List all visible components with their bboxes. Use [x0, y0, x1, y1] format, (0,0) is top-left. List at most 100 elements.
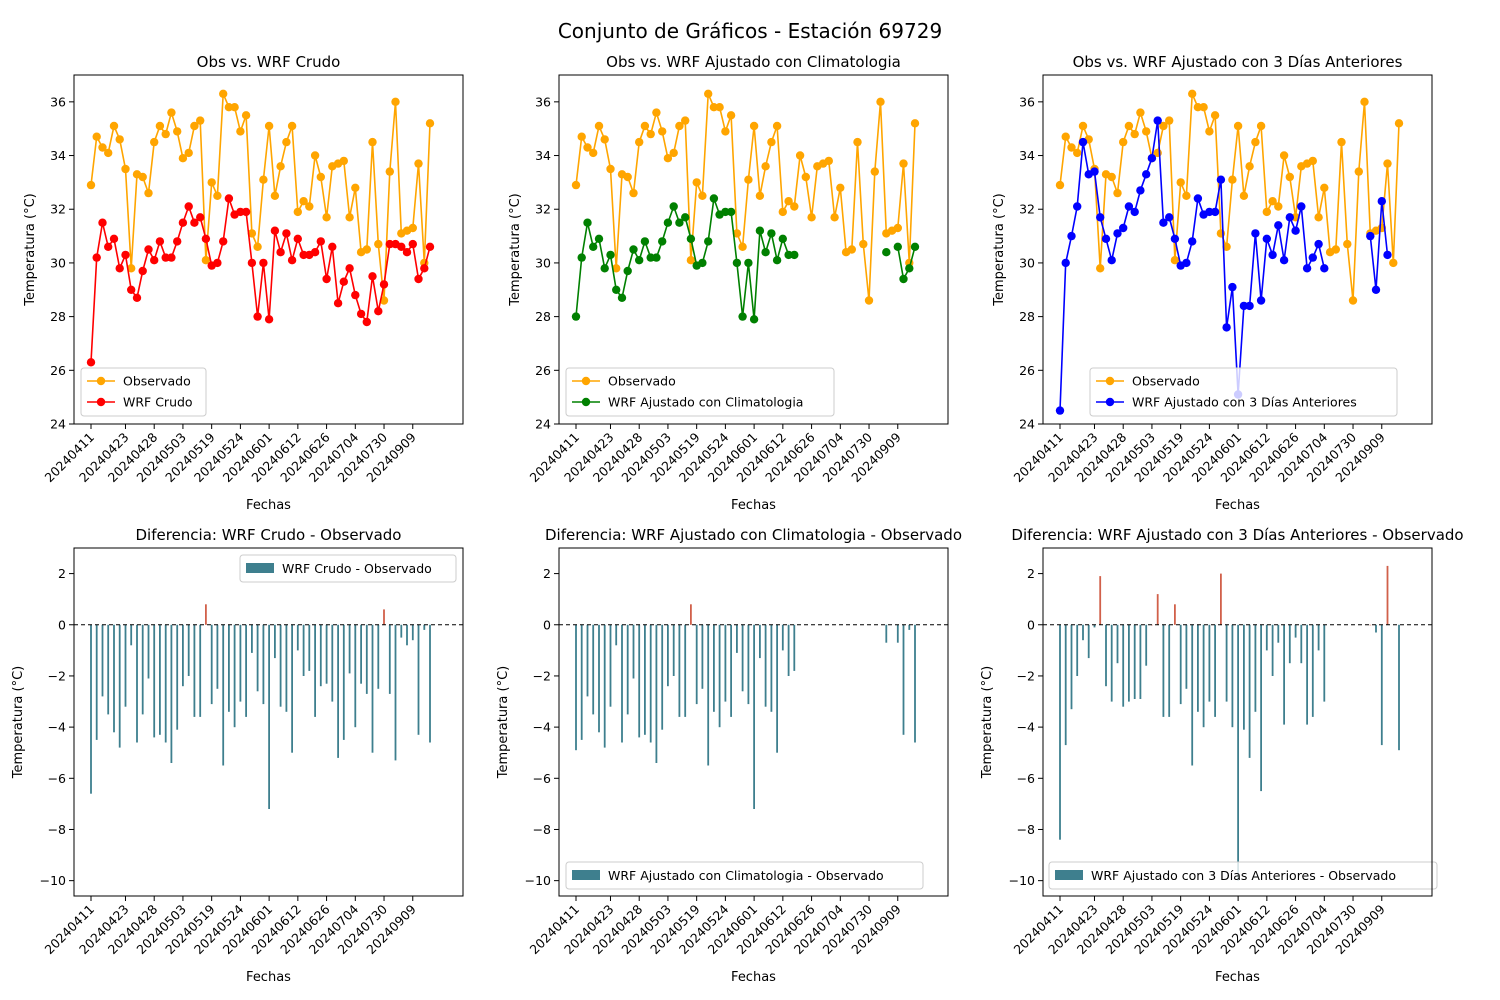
diff-bar — [678, 624, 681, 717]
wrf-point — [351, 290, 360, 300]
wrf-point — [1153, 116, 1162, 125]
observado-point — [1256, 121, 1266, 131]
observado-point — [86, 180, 96, 190]
legend-label: WRF Crudo - Observado — [282, 561, 432, 576]
legend-box — [1089, 367, 1398, 417]
legend-box — [80, 367, 207, 417]
y-tick-label: −2 — [48, 668, 66, 683]
diff-bar — [1323, 624, 1326, 702]
observado-point — [1170, 256, 1180, 265]
plot-area — [86, 89, 435, 367]
diff-bar — [1174, 604, 1176, 625]
legend-label: WRF Ajustado con Climatologia — [608, 395, 803, 410]
wrf-point — [379, 280, 389, 289]
diff-bar — [718, 624, 721, 728]
y-tick-label: 34 — [50, 148, 66, 163]
observado-point — [362, 245, 371, 254]
observado-point — [253, 242, 262, 251]
observado-point — [583, 143, 592, 152]
diff-bar — [118, 624, 121, 748]
wrf-point — [1371, 285, 1381, 294]
wrf-point — [1142, 170, 1151, 179]
diff-bar — [159, 624, 161, 735]
observado-point — [1067, 143, 1076, 152]
wrf-point — [640, 237, 650, 246]
y-tick-label: 0 — [543, 617, 551, 632]
axes-frame — [73, 74, 464, 425]
y-tick-label: −10 — [40, 873, 66, 888]
observado-point — [310, 151, 320, 160]
wrf-point — [1182, 258, 1191, 268]
diff-bar — [411, 624, 414, 641]
observado-point — [732, 229, 742, 238]
wrf-point — [635, 256, 644, 265]
observado-point — [1354, 167, 1364, 176]
wrf-point — [150, 256, 159, 265]
observado-point — [109, 121, 119, 131]
wrf-point — [241, 207, 251, 217]
wrf-point — [1302, 264, 1312, 273]
wrf-point — [1377, 197, 1387, 206]
diff-bar — [1254, 624, 1257, 712]
wrf-point — [686, 234, 696, 243]
wrf-point — [339, 277, 348, 286]
diff-bar — [1168, 624, 1171, 717]
observado-point — [1348, 296, 1358, 305]
diff-bar — [314, 624, 316, 717]
observado-point — [150, 137, 159, 147]
diff-bar — [429, 624, 431, 743]
observado-point — [623, 172, 632, 182]
y-axis-label: Temperatura (°C) — [992, 193, 1007, 306]
legend: Observado WRF Ajustado con 3 Días Anterio… — [1089, 367, 1398, 417]
observado-point — [236, 127, 245, 136]
plot-area — [1043, 565, 1432, 881]
observado-point — [1360, 97, 1369, 107]
diff-bar — [1398, 624, 1400, 751]
legend: Observado WRF Crudo — [80, 367, 207, 417]
diff-bar — [1386, 565, 1389, 625]
wrf-point — [893, 242, 902, 251]
wrf-point — [196, 213, 205, 222]
wrf-line — [90, 198, 431, 363]
diff-bar — [193, 624, 196, 717]
y-tick-label: 36 — [50, 94, 66, 109]
observado-point — [870, 167, 879, 176]
legend-label: Observado — [608, 374, 676, 389]
observado-point — [351, 183, 360, 192]
observado-point — [629, 188, 638, 198]
plot-area — [74, 604, 463, 809]
y-tick-label: 34 — [1019, 148, 1035, 163]
wrf-point — [658, 237, 667, 246]
observado-point — [571, 180, 581, 190]
x-axis-label: Fechas — [1215, 498, 1260, 513]
wrf-point — [1136, 186, 1145, 195]
observado-point — [345, 213, 354, 222]
observado-point — [219, 89, 228, 99]
wrf-point — [681, 213, 690, 222]
y-tick-label: −8 — [1017, 822, 1035, 837]
wrf-point — [408, 239, 417, 249]
legend-box — [1048, 861, 1438, 890]
diff-bar — [1231, 624, 1234, 728]
wrf-point — [1228, 282, 1237, 292]
wrf-point — [744, 258, 753, 268]
diff-bar — [1317, 624, 1320, 651]
diff-bar — [388, 624, 391, 694]
wrf-point — [109, 234, 119, 243]
wrf-point — [767, 229, 776, 238]
diff-bar — [124, 624, 127, 707]
diff-bar — [1093, 624, 1096, 628]
observado-point — [790, 202, 799, 211]
wrf-point — [1216, 175, 1226, 184]
legend-swatch — [1055, 870, 1083, 880]
wrf-point — [425, 242, 435, 251]
wrf-point — [190, 218, 199, 227]
y-tick-label: 26 — [1019, 363, 1035, 378]
observado-point — [1383, 159, 1392, 168]
diff-bar — [239, 624, 242, 702]
wrf-point — [1222, 323, 1231, 332]
wrf-point — [1256, 296, 1266, 305]
observado-point — [282, 137, 291, 147]
observado-point — [663, 154, 673, 163]
diff-bar — [1082, 624, 1084, 641]
